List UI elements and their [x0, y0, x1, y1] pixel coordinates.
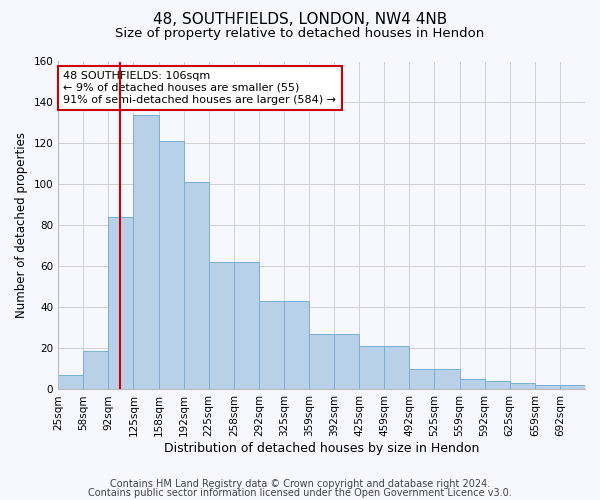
Bar	[485, 382, 510, 390]
Bar	[284, 302, 309, 390]
Bar	[560, 386, 585, 390]
Text: 48, SOUTHFIELDS, LONDON, NW4 4NB: 48, SOUTHFIELDS, LONDON, NW4 4NB	[153, 12, 447, 28]
Bar	[234, 262, 259, 390]
Bar	[58, 375, 83, 390]
Bar	[158, 142, 184, 390]
Y-axis label: Number of detached properties: Number of detached properties	[15, 132, 28, 318]
Bar	[535, 386, 560, 390]
Bar	[359, 346, 385, 390]
Text: Size of property relative to detached houses in Hendon: Size of property relative to detached ho…	[115, 28, 485, 40]
Bar	[133, 115, 158, 390]
X-axis label: Distribution of detached houses by size in Hendon: Distribution of detached houses by size …	[164, 442, 479, 455]
Bar	[460, 379, 485, 390]
Bar	[434, 369, 460, 390]
Text: Contains public sector information licensed under the Open Government Licence v3: Contains public sector information licen…	[88, 488, 512, 498]
Bar	[409, 369, 434, 390]
Bar	[83, 350, 109, 390]
Bar	[385, 346, 409, 390]
Bar	[510, 384, 535, 390]
Bar	[184, 182, 209, 390]
Bar	[334, 334, 359, 390]
Bar	[209, 262, 234, 390]
Bar	[109, 218, 133, 390]
Text: Contains HM Land Registry data © Crown copyright and database right 2024.: Contains HM Land Registry data © Crown c…	[110, 479, 490, 489]
Bar	[259, 302, 284, 390]
Bar	[309, 334, 334, 390]
Text: 48 SOUTHFIELDS: 106sqm
← 9% of detached houses are smaller (55)
91% of semi-deta: 48 SOUTHFIELDS: 106sqm ← 9% of detached …	[64, 72, 337, 104]
